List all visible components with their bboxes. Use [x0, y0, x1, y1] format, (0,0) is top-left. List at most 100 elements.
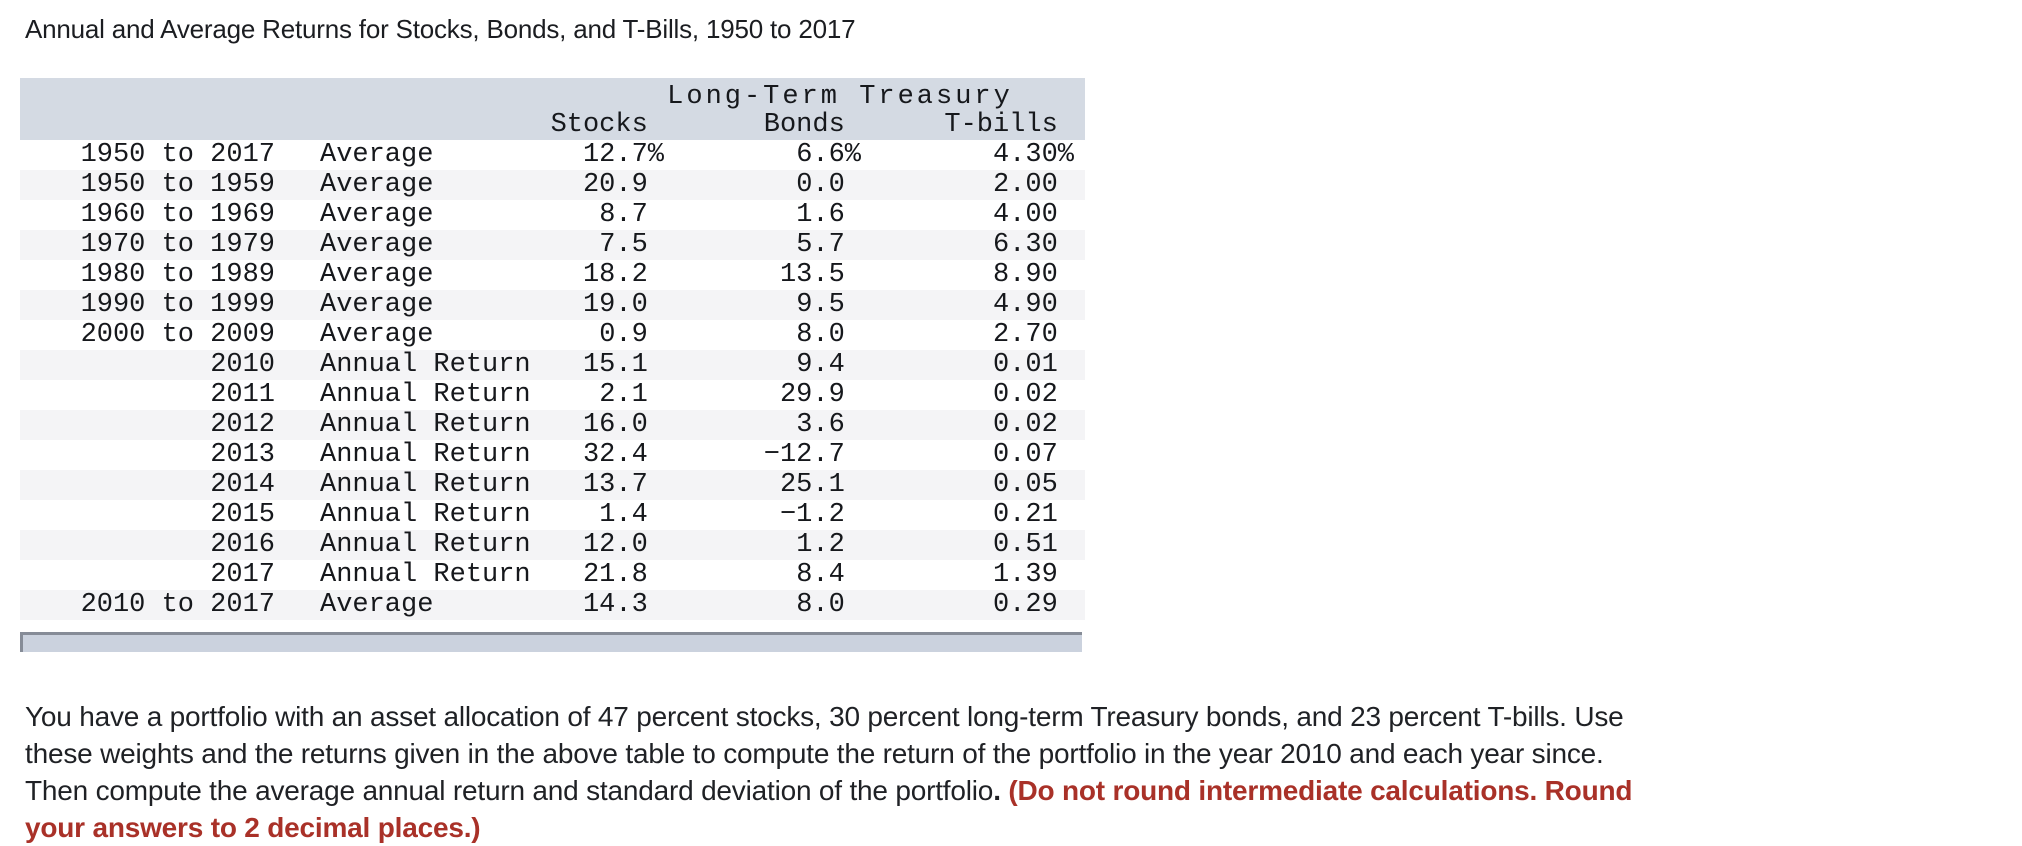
table-row: 2010 to 2017 Average 14.3 8.0 0.29	[20, 590, 1085, 620]
table-row: 1990 to 1999 Average 19.0 9.5 4.90	[20, 290, 1085, 320]
question-text-segment-bold: .	[993, 775, 1001, 806]
table-body: 1950 to 2017 Average 12.7% 6.6% 4.30% 1950 to…	[20, 140, 1085, 620]
tbills-cell: 0.07	[992, 440, 1074, 470]
question-line-1: You have a portfolio with an asset alloc…	[25, 698, 2022, 735]
question-instruction-red: (Do not round intermediate calculations.…	[1000, 775, 1633, 806]
period-cell: 1960 to 1969	[80, 200, 275, 230]
table-row: 2012 Annual Return 16.0 3.6 0.02	[20, 410, 1085, 440]
period-cell: 1990 to 1999	[80, 290, 275, 320]
page-title: Annual and Average Returns for Stocks, B…	[25, 14, 856, 44]
table-row: 1970 to 1979 Average 7.5 5.7 6.30	[20, 230, 1085, 260]
tbills-cell: 0.05	[992, 470, 1074, 500]
stocks-cell: 13.7	[582, 470, 664, 500]
stocks-cell: 8.7	[599, 200, 664, 230]
table-row: 2015 Annual Return 1.4 −1.2 0.21	[20, 500, 1085, 530]
bonds-cell: −12.7	[763, 440, 861, 470]
tbills-cell: 0.51	[992, 530, 1074, 560]
table-horizontal-scrollbar[interactable]	[20, 632, 1082, 652]
returns-table: Long-Term Treasury Stocks Bonds T-bills …	[20, 78, 1085, 652]
question-text-segment: Then compute the average annual return a…	[25, 775, 994, 806]
question-line-2: these weights and the returns given in t…	[25, 735, 2022, 772]
col-header-stocks: Stocks	[550, 110, 664, 140]
bonds-cell: 3.6	[796, 410, 861, 440]
label-cell: Annual Return	[320, 380, 531, 410]
table-row: 2000 to 2009 Average 0.9 8.0 2.70	[20, 320, 1085, 350]
label-cell: Annual Return	[320, 350, 531, 380]
tbills-cell: 0.29	[992, 590, 1074, 620]
label-cell: Average	[320, 260, 434, 290]
group-header-long-term-treasury: Long-Term Treasury	[667, 82, 1013, 112]
bonds-cell: 9.5	[796, 290, 861, 320]
question-text-segment: these weights and the returns given in t…	[25, 738, 1604, 769]
label-cell: Average	[320, 320, 434, 350]
period-cell: 2015	[210, 500, 275, 530]
col-header-tbills: T-bills	[944, 110, 1074, 140]
label-cell: Annual Return	[320, 530, 531, 560]
stocks-cell: 14.3	[582, 590, 664, 620]
question-line-4: your answers to 2 decimal places.)	[25, 809, 2022, 846]
stocks-cell: 20.9	[582, 170, 664, 200]
period-cell: 2010	[210, 350, 275, 380]
col-header-bonds: Bonds	[763, 110, 861, 140]
tbills-cell: 4.30%	[992, 140, 1074, 170]
group-header-row: Long-Term Treasury	[20, 80, 1085, 112]
table-row: 2017 Annual Return 21.8 8.4 1.39	[20, 560, 1085, 590]
table-row: 2016 Annual Return 12.0 1.2 0.51	[20, 530, 1085, 560]
period-cell: 1950 to 2017	[80, 140, 275, 170]
stocks-cell: 21.8	[582, 560, 664, 590]
label-cell: Annual Return	[320, 410, 531, 440]
stocks-cell: 12.7%	[582, 140, 664, 170]
tbills-cell: 0.21	[992, 500, 1074, 530]
label-cell: Average	[320, 140, 434, 170]
bonds-cell: 13.5	[779, 260, 861, 290]
period-cell: 1950 to 1959	[80, 170, 275, 200]
bonds-cell: 0.0	[796, 170, 861, 200]
period-cell: 2013	[210, 440, 275, 470]
period-cell: 1980 to 1989	[80, 260, 275, 290]
stocks-cell: 2.1	[599, 380, 664, 410]
tbills-cell: 0.02	[992, 380, 1074, 410]
stocks-cell: 15.1	[582, 350, 664, 380]
stocks-cell: 0.9	[599, 320, 664, 350]
question-text-segment: You have a portfolio with an asset alloc…	[25, 701, 1624, 732]
bonds-cell: 8.0	[796, 320, 861, 350]
bonds-cell: 1.6	[796, 200, 861, 230]
bonds-cell: 6.6%	[796, 140, 861, 170]
period-cell: 2011	[210, 380, 275, 410]
period-cell: 2012	[210, 410, 275, 440]
period-cell: 2000 to 2009	[80, 320, 275, 350]
label-cell: Average	[320, 230, 434, 260]
tbills-cell: 4.90	[992, 290, 1074, 320]
period-cell: 2010 to 2017	[80, 590, 275, 620]
tbills-cell: 8.90	[992, 260, 1074, 290]
stocks-cell: 32.4	[582, 440, 664, 470]
table-row: 2011 Annual Return 2.1 29.9 0.02	[20, 380, 1085, 410]
label-cell: Annual Return	[320, 470, 531, 500]
question-text: You have a portfolio with an asset alloc…	[25, 698, 2022, 846]
bonds-cell: 1.2	[796, 530, 861, 560]
stocks-cell: 12.0	[582, 530, 664, 560]
table-row: 1950 to 1959 Average 20.9 0.0 2.00	[20, 170, 1085, 200]
stocks-cell: 18.2	[582, 260, 664, 290]
bonds-cell: 29.9	[779, 380, 861, 410]
tbills-cell: 0.02	[992, 410, 1074, 440]
stocks-cell: 7.5	[599, 230, 664, 260]
period-cell: 2014	[210, 470, 275, 500]
period-cell: 2017	[210, 560, 275, 590]
table-row: 2013 Annual Return 32.4 −12.7 0.07	[20, 440, 1085, 470]
bonds-cell: 9.4	[796, 350, 861, 380]
period-cell: 2016	[210, 530, 275, 560]
label-cell: Annual Return	[320, 500, 531, 530]
bonds-cell: 8.4	[796, 560, 861, 590]
label-cell: Average	[320, 290, 434, 320]
label-cell: Average	[320, 200, 434, 230]
table-row: 1960 to 1969 Average 8.7 1.6 4.00	[20, 200, 1085, 230]
stocks-cell: 16.0	[582, 410, 664, 440]
question-instruction-red: your answers to 2 decimal places.)	[25, 812, 481, 843]
column-header-row: Stocks Bonds T-bills	[20, 110, 1085, 140]
tbills-cell: 1.39	[992, 560, 1074, 590]
tbills-cell: 0.01	[992, 350, 1074, 380]
bonds-cell: 5.7	[796, 230, 861, 260]
bonds-cell: 25.1	[779, 470, 861, 500]
